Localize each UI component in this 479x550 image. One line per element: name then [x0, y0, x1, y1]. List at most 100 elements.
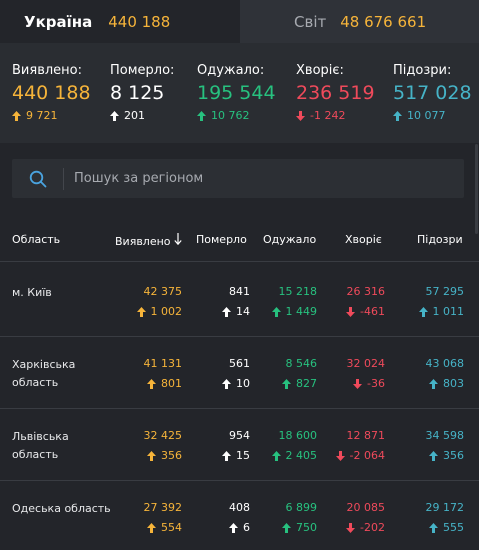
recovered-delta-row: 2 405	[271, 449, 317, 462]
region-name: Одеська область	[12, 502, 111, 515]
sick-delta-row: -36	[353, 377, 385, 390]
arrow-up-icon	[429, 522, 438, 533]
died-delta-row: 14	[222, 305, 250, 318]
detected-delta-row: 356	[147, 449, 182, 462]
stat-suspected-value: 517 028	[393, 82, 472, 104]
died-delta: 10	[236, 377, 250, 390]
arrow-up-icon	[222, 450, 231, 461]
table-header: Область Виявлено Померло Одужало Хворіє …	[0, 222, 479, 262]
recovered-delta: 750	[296, 521, 317, 534]
arrow-up-icon	[147, 378, 156, 389]
scrollbar[interactable]	[475, 144, 478, 234]
stat-died-delta: 201	[124, 109, 145, 122]
tab-ukraine-label: Україна	[24, 12, 93, 31]
stat-sick-label: Хворіє:	[296, 63, 344, 78]
died-delta-row: 10	[222, 377, 250, 390]
search-input[interactable]	[64, 171, 444, 186]
detected-delta-row: 801	[147, 377, 182, 390]
stat-died-label: Померло:	[110, 63, 175, 78]
sort-down-icon	[173, 233, 182, 248]
stat-recovered: Одужало: 195 544 10 762	[197, 63, 276, 122]
tab-ukraine-count: 440 188	[108, 12, 171, 31]
table-row[interactable]: Одеська область 27 392 554 408 6 6 899 750 20 0…	[0, 481, 479, 550]
header-died[interactable]: Померло	[196, 233, 247, 246]
summary-panel: Виявлено: 440 188 9 721 Померло: 8 125 2…	[0, 43, 479, 143]
sick-delta: -2 064	[349, 449, 385, 462]
stat-recovered-delta: 10 762	[211, 109, 250, 122]
arrow-up-icon	[147, 522, 156, 533]
suspected-delta-row: 803	[429, 377, 464, 390]
recovered-delta-row: 827	[282, 377, 317, 390]
recovered-value: 6 899	[285, 501, 318, 514]
detected-value: 42 375	[143, 285, 183, 298]
header-recovered[interactable]: Одужало	[263, 233, 317, 246]
detected-delta: 554	[161, 521, 182, 534]
recovered-value: 8 546	[285, 357, 318, 370]
arrow-up-icon	[271, 450, 281, 461]
regions-table: м. Київ 42 375 1 002 841 14 15 218 1 449 26 316…	[0, 265, 479, 550]
recovered-delta: 827	[296, 377, 317, 390]
died-delta: 6	[243, 521, 250, 534]
stat-suspected-delta-row: 10 077	[393, 109, 472, 122]
sick-delta: -202	[360, 521, 385, 534]
recovered-value: 18 600	[278, 429, 318, 442]
arrow-up-icon	[282, 378, 291, 389]
tab-ukraine[interactable]: Україна 440 188	[0, 0, 240, 43]
table-row[interactable]: Харківська область 41 131 801 561 10 8 546 827…	[0, 337, 479, 409]
header-detected-label: Виявлено	[115, 235, 171, 248]
died-value: 841	[229, 285, 250, 298]
tab-world-count: 48 676 661	[340, 12, 427, 31]
region-name: Львівська область	[12, 430, 69, 461]
arrow-up-icon	[429, 450, 438, 461]
suspected-delta-row: 555	[429, 521, 464, 534]
tab-world[interactable]: Світ 48 676 661	[240, 0, 479, 43]
header-detected[interactable]: Виявлено	[115, 233, 182, 248]
stat-died: Померло: 8 125 201	[110, 63, 174, 122]
arrow-down-icon	[346, 522, 356, 533]
arrow-up-icon	[222, 306, 231, 317]
stat-suspected-label: Підозри:	[393, 63, 452, 78]
stat-died-value: 8 125	[110, 82, 165, 104]
region-name: Харківська область	[12, 358, 76, 389]
sick-delta-row: -202	[346, 521, 385, 534]
suspected-value: 29 172	[425, 501, 465, 514]
tab-world-label: Світ	[294, 12, 327, 31]
suspected-value: 34 598	[425, 429, 465, 442]
detected-value: 27 392	[143, 501, 183, 514]
suspected-value: 57 295	[425, 285, 465, 298]
recovered-delta-row: 1 449	[271, 305, 318, 318]
sick-value: 12 871	[346, 429, 386, 442]
header-suspected[interactable]: Підозри	[417, 233, 463, 246]
stat-sick-delta: -1 242	[310, 109, 346, 122]
sick-value: 20 085	[346, 501, 386, 514]
stat-detected-delta: 9 721	[26, 109, 58, 122]
table-row[interactable]: Львівська область 32 425 356 954 15 18 600 2 4…	[0, 409, 479, 481]
stat-detected-label: Виявлено:	[12, 63, 82, 78]
suspected-delta: 803	[443, 377, 464, 390]
header-region[interactable]: Область	[12, 233, 61, 246]
recovered-delta-row: 750	[282, 521, 317, 534]
died-delta: 14	[236, 305, 250, 318]
detected-delta-row: 554	[147, 521, 182, 534]
arrow-up-icon	[393, 110, 402, 121]
detected-delta: 356	[161, 449, 182, 462]
suspected-delta-row: 356	[429, 449, 464, 462]
arrow-down-icon	[353, 378, 363, 389]
country-tabs: Україна 440 188 Світ 48 676 661	[0, 0, 479, 43]
stat-recovered-value: 195 544	[197, 82, 276, 104]
suspected-delta: 555	[443, 521, 464, 534]
detected-value: 32 425	[143, 429, 183, 442]
table-row[interactable]: м. Київ 42 375 1 002 841 14 15 218 1 449 26 316…	[0, 265, 479, 337]
search-icon[interactable]	[12, 167, 64, 190]
arrow-up-icon	[429, 378, 438, 389]
arrow-up-icon	[136, 306, 146, 317]
region-name: м. Київ	[12, 286, 52, 299]
detected-value: 41 131	[143, 357, 183, 370]
suspected-delta: 356	[443, 449, 464, 462]
arrow-up-icon	[282, 522, 291, 533]
arrow-up-icon	[197, 110, 206, 121]
recovered-delta: 1 449	[285, 305, 318, 318]
header-sick[interactable]: Хворіє	[345, 233, 382, 246]
arrow-up-icon	[271, 306, 281, 317]
arrow-down-icon	[346, 306, 356, 317]
